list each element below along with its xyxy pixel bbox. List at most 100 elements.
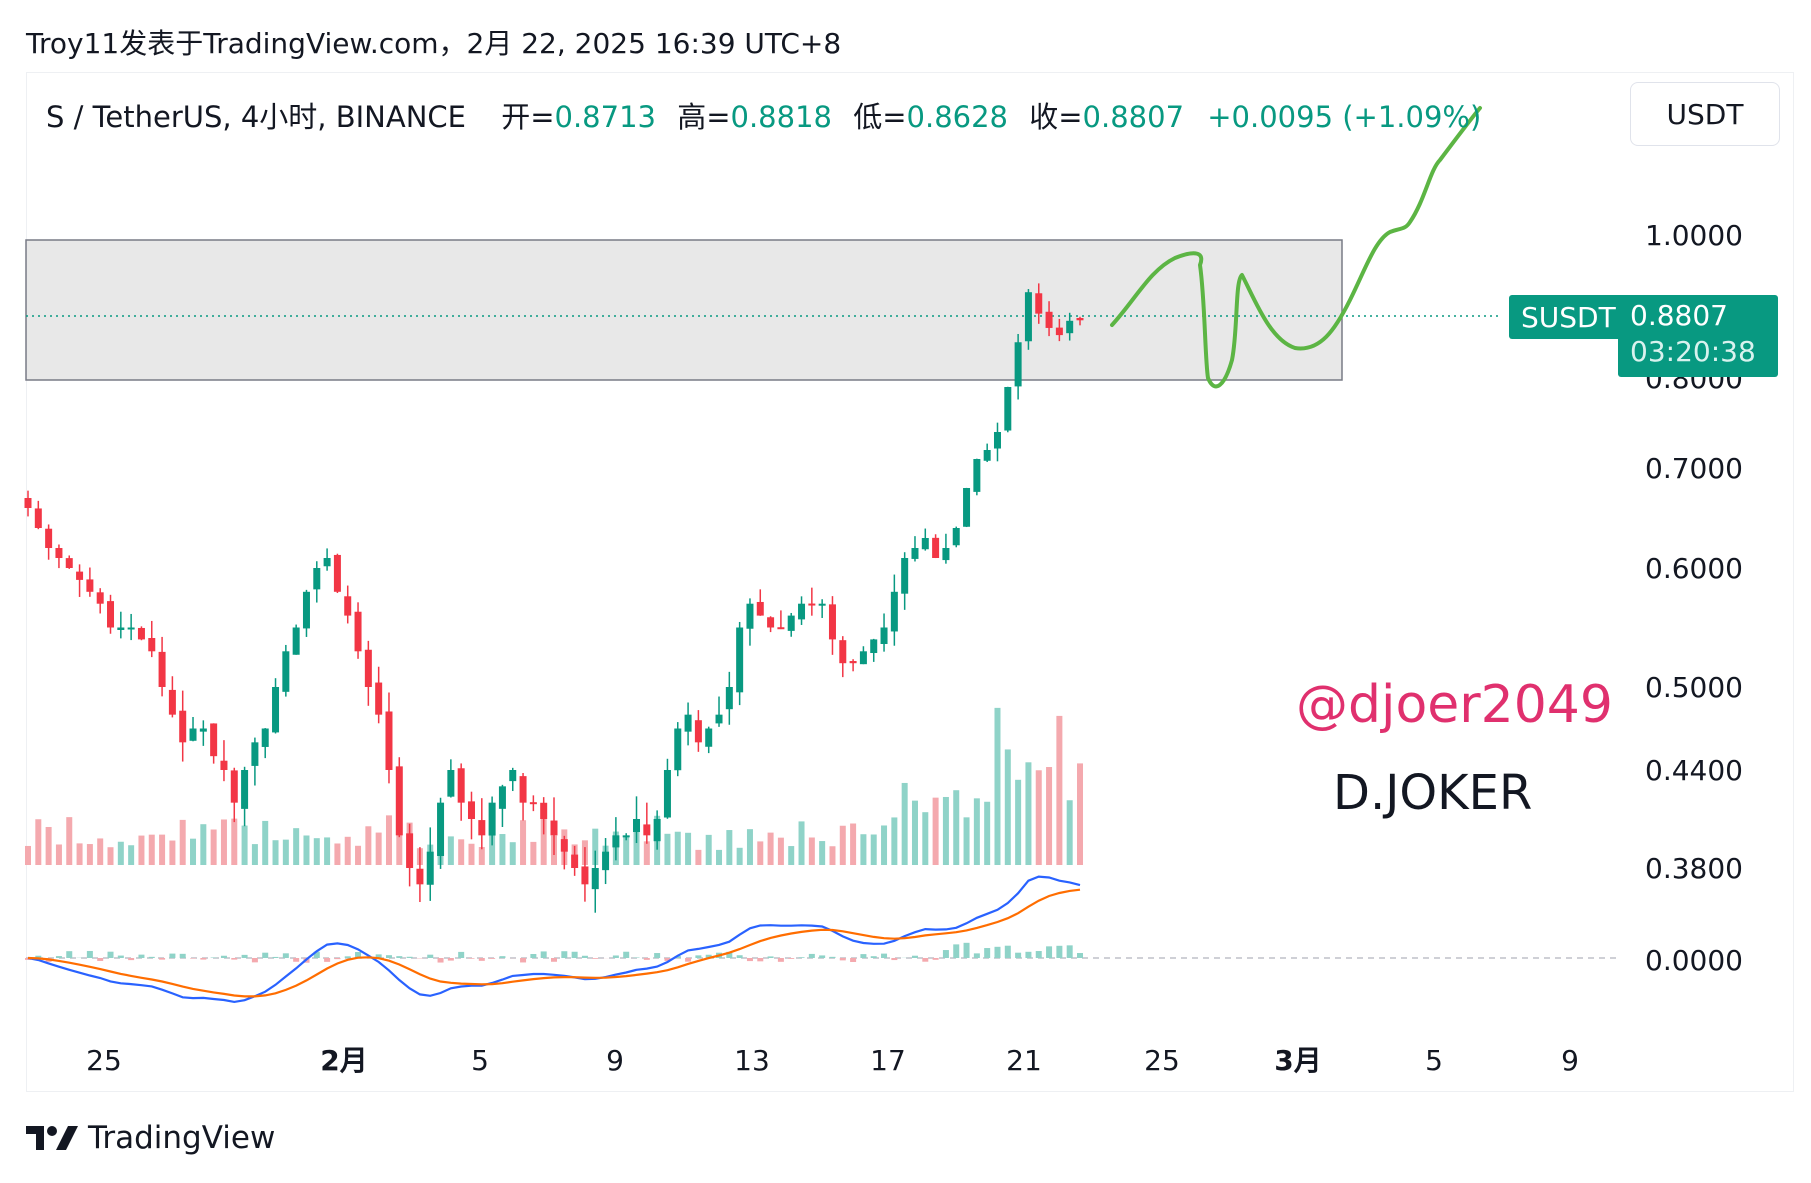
candle-body xyxy=(1055,327,1063,336)
macd-histogram-bar xyxy=(746,958,753,962)
volume-bar xyxy=(1004,749,1011,865)
candle-body xyxy=(498,786,506,809)
macd-histogram-bar xyxy=(1046,946,1053,958)
volume-bar xyxy=(839,825,846,865)
volume-bar xyxy=(385,815,392,865)
macd-histogram-bar xyxy=(375,954,382,958)
volume-bar xyxy=(973,798,980,865)
macd-histogram-bar xyxy=(117,955,124,958)
candle-body xyxy=(1004,387,1012,431)
candle-body xyxy=(973,459,981,492)
macd-histogram-bar xyxy=(1035,951,1042,958)
volume-bar xyxy=(365,826,372,865)
volume-bar xyxy=(272,840,279,865)
volume-bar xyxy=(282,839,289,865)
macd-histogram-bar xyxy=(942,950,949,958)
volume-bar xyxy=(1077,763,1083,865)
volume-bar xyxy=(829,846,836,865)
volume-bar xyxy=(76,843,83,865)
macd-histogram xyxy=(25,942,1083,963)
volume-bar xyxy=(458,839,465,865)
volume-bar xyxy=(303,835,310,865)
candle-body xyxy=(364,649,372,687)
macd-histogram-bar xyxy=(200,958,207,960)
tradingview-logo[interactable]: TradingView xyxy=(26,1120,275,1156)
macd-histogram-bar xyxy=(777,958,784,962)
volume-bar xyxy=(220,819,227,865)
projection-drawing[interactable] xyxy=(1110,106,1482,389)
macd-histogram-bar xyxy=(324,958,331,962)
macd-histogram-bar xyxy=(1077,953,1083,958)
price-axis[interactable]: 1.00000.80000.70000.60000.50000.44000.38… xyxy=(1645,219,1743,977)
candle-body xyxy=(416,868,424,885)
volume-bar xyxy=(313,838,320,865)
macd-histogram-bar xyxy=(963,942,970,958)
volume-bar xyxy=(200,824,207,865)
symbol-info: S / TetherUS, 4小时, BINANCE xyxy=(46,100,466,134)
volume-bar xyxy=(953,790,960,865)
price-zone-rectangle[interactable] xyxy=(25,239,1343,381)
macd-histogram-bar xyxy=(499,956,506,958)
price-tick-label: 0.4400 xyxy=(1645,754,1743,787)
macd-histogram-bar xyxy=(458,951,465,958)
volume-bar xyxy=(97,838,104,865)
candle-body xyxy=(437,802,445,856)
macd-histogram-bar xyxy=(664,958,671,961)
candle-body xyxy=(354,611,362,652)
candle-body xyxy=(65,558,73,568)
candle-body xyxy=(591,868,599,890)
candle-body xyxy=(467,801,475,819)
candle-body xyxy=(292,627,300,655)
candle-body xyxy=(333,554,341,592)
macd-histogram-bar xyxy=(911,955,918,958)
ticker-price-tag: SUSDT xyxy=(1509,295,1628,339)
macd-histogram-bar xyxy=(406,956,413,958)
candle-body xyxy=(199,728,207,732)
macd-histogram-bar xyxy=(984,948,991,958)
volume-bar xyxy=(169,840,176,865)
macd-histogram-bar xyxy=(819,955,826,958)
volume-bar xyxy=(251,844,258,865)
candle-body xyxy=(993,432,1001,449)
volume-bar xyxy=(592,828,599,865)
macd-histogram-bar xyxy=(757,958,764,962)
candle-body xyxy=(251,742,259,766)
macd-histogram-bar xyxy=(231,958,238,960)
candle-body xyxy=(148,638,156,652)
candle-body xyxy=(560,839,568,852)
macd-histogram-bar xyxy=(334,958,341,960)
candle-body xyxy=(1024,292,1032,342)
volume-bar xyxy=(128,845,135,865)
volume-bar xyxy=(179,819,186,865)
candle-body xyxy=(76,571,84,580)
macd-histogram-bar xyxy=(973,953,980,958)
candle-body xyxy=(45,528,53,548)
volume-bar xyxy=(664,833,671,865)
volume-bar xyxy=(767,832,774,865)
candle-body xyxy=(457,768,465,803)
price-tick-label: 1.0000 xyxy=(1645,219,1743,252)
volume-bar xyxy=(375,832,382,865)
time-tick-label: 2月 xyxy=(320,1044,367,1077)
candle-body xyxy=(901,558,909,594)
candle-body xyxy=(395,766,403,836)
candle-body xyxy=(798,603,806,620)
volume-bar xyxy=(891,817,898,865)
currency-button[interactable]: USDT xyxy=(1630,82,1780,146)
volume-bar xyxy=(210,829,217,865)
volume-bar xyxy=(489,832,496,865)
price-tick-label: 0.6000 xyxy=(1645,552,1743,585)
macd-histogram-bar xyxy=(241,954,248,958)
macd-histogram-bar xyxy=(138,954,145,958)
macd-histogram-bar xyxy=(427,954,434,958)
time-axis[interactable]: 25 2月 5 9 13 17 21 25 3月 5 9 xyxy=(86,1044,1579,1077)
macd-histogram-bar xyxy=(86,950,93,958)
candle-body xyxy=(189,728,197,741)
candle-body xyxy=(210,723,218,757)
candle-body xyxy=(385,711,393,770)
volume-bar xyxy=(757,841,764,865)
open-label: 开= xyxy=(501,100,555,134)
volume-bar xyxy=(66,817,73,865)
low-label: 低= xyxy=(853,100,907,134)
